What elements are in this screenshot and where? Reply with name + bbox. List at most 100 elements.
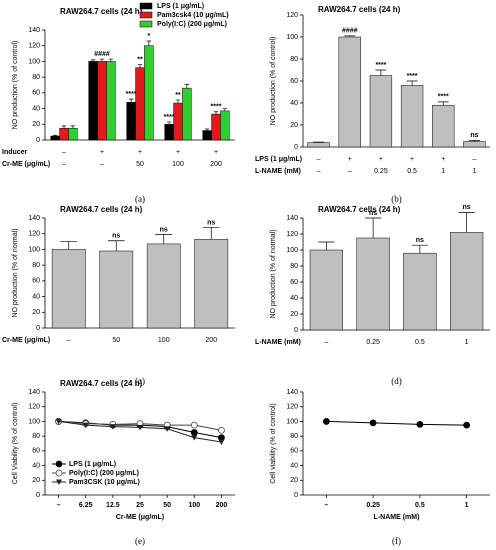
y-tick-label: 40 <box>290 100 298 107</box>
significance: ns <box>416 237 424 244</box>
row-value: 1 <box>465 339 469 346</box>
error-bar <box>344 35 356 37</box>
legend-label: LPS (1 μg/mL) <box>157 3 204 10</box>
row-value: + <box>214 149 218 156</box>
bar <box>59 127 69 141</box>
row-value: 1 <box>472 168 476 175</box>
y-tick-label: 20 <box>32 121 40 128</box>
bar <box>309 249 343 331</box>
bar <box>106 61 116 141</box>
panel-label: (c) <box>135 376 145 386</box>
y-tick-label: 0 <box>36 325 40 332</box>
marker <box>55 418 62 425</box>
error-bar <box>60 241 78 250</box>
y-tick-label: 80 <box>32 433 40 440</box>
error-bar <box>313 141 325 143</box>
row-value: 1 <box>441 168 445 175</box>
significance: ns <box>112 233 120 240</box>
row-value: – <box>67 337 71 344</box>
marker <box>463 421 471 429</box>
error-bar <box>222 108 228 111</box>
x-axis-label: L-NAME (mM) <box>374 514 420 521</box>
row-value: 50 <box>112 337 120 344</box>
row-value: + <box>138 149 142 156</box>
significance: ** <box>175 92 181 99</box>
y-axis-label: Cell Viability (% of control) <box>12 403 19 485</box>
y-tick-label: 20 <box>290 122 298 129</box>
significance: **** <box>164 114 175 121</box>
row-value: – <box>62 149 66 156</box>
panel-label: (f) <box>392 536 401 546</box>
bar <box>50 135 60 141</box>
significance: ns <box>369 210 377 217</box>
y-tick-label: 80 <box>290 263 298 270</box>
y-tick-label: 120 <box>28 231 40 238</box>
panel-label: (e) <box>135 536 145 546</box>
error-bar <box>204 128 210 131</box>
error-bar <box>406 80 418 86</box>
row-value: 0.25 <box>374 168 388 175</box>
error-bar <box>52 134 58 137</box>
y-tick-label: 100 <box>286 247 298 254</box>
significance: **** <box>375 62 386 69</box>
bar <box>173 102 183 141</box>
x-tick-label: 25 <box>136 502 144 509</box>
row-value: + <box>410 156 414 163</box>
y-tick-label: 60 <box>290 78 298 85</box>
bar <box>194 238 229 329</box>
significance: **** <box>438 94 449 101</box>
significance: ns <box>463 204 471 211</box>
row-label: L-NAME (mM) <box>255 168 301 175</box>
row-value: – <box>472 156 476 163</box>
y-tick-label: 60 <box>32 90 40 97</box>
error-bar <box>137 64 143 68</box>
marker <box>82 422 89 429</box>
y-tick-label: 0 <box>36 137 40 144</box>
significance: * <box>147 33 150 40</box>
bar <box>99 250 134 329</box>
significance: **** <box>407 73 418 80</box>
y-tick-label: 40 <box>32 105 40 112</box>
error-bar <box>213 111 219 115</box>
x-tick-label: 1 <box>465 502 469 509</box>
bar <box>220 110 230 141</box>
y-tick-label: 60 <box>290 279 298 286</box>
error-bar <box>90 59 96 62</box>
y-tick-label: 100 <box>28 246 40 253</box>
y-tick-label: 100 <box>286 34 298 41</box>
error-bar <box>364 217 382 238</box>
x-tick-label: 50 <box>163 502 171 509</box>
significance: ns <box>207 219 215 226</box>
y-tick-label: 0 <box>294 492 298 499</box>
y-axis-label: Cell viability (% of control) <box>270 403 277 484</box>
row-value: – <box>317 168 321 175</box>
error-bar <box>128 98 134 103</box>
legend-swatch <box>139 20 153 28</box>
error-bar <box>166 121 172 125</box>
marker <box>322 418 330 425</box>
bar <box>51 249 86 329</box>
x-tick-label: 12.5 <box>106 502 120 509</box>
y-axis-label: NO production (% of normal) <box>12 228 19 317</box>
row-value: + <box>100 149 104 156</box>
row-label: Cr-ME (μg/mL) <box>2 337 50 344</box>
y-axis-label: NO production (% of control) <box>270 37 277 126</box>
error-bar <box>61 125 67 129</box>
row-value: + <box>348 156 352 163</box>
y-tick-label: 120 <box>28 404 40 411</box>
row-value: + <box>441 156 445 163</box>
significance: #### <box>342 28 358 35</box>
x-tick-label: 200 <box>216 502 228 509</box>
row-value: 200 <box>210 161 222 168</box>
bar <box>403 252 437 331</box>
error-bar <box>411 244 429 254</box>
y-tick-label: 140 <box>28 389 40 396</box>
bar <box>68 127 78 141</box>
bar <box>135 67 145 141</box>
legend-swatch <box>139 2 153 10</box>
bar <box>88 61 98 141</box>
y-tick-label: 60 <box>290 448 298 455</box>
error-bar <box>146 40 152 46</box>
legend-label: Pam3csk4 (10 μg/mL) <box>157 12 229 19</box>
